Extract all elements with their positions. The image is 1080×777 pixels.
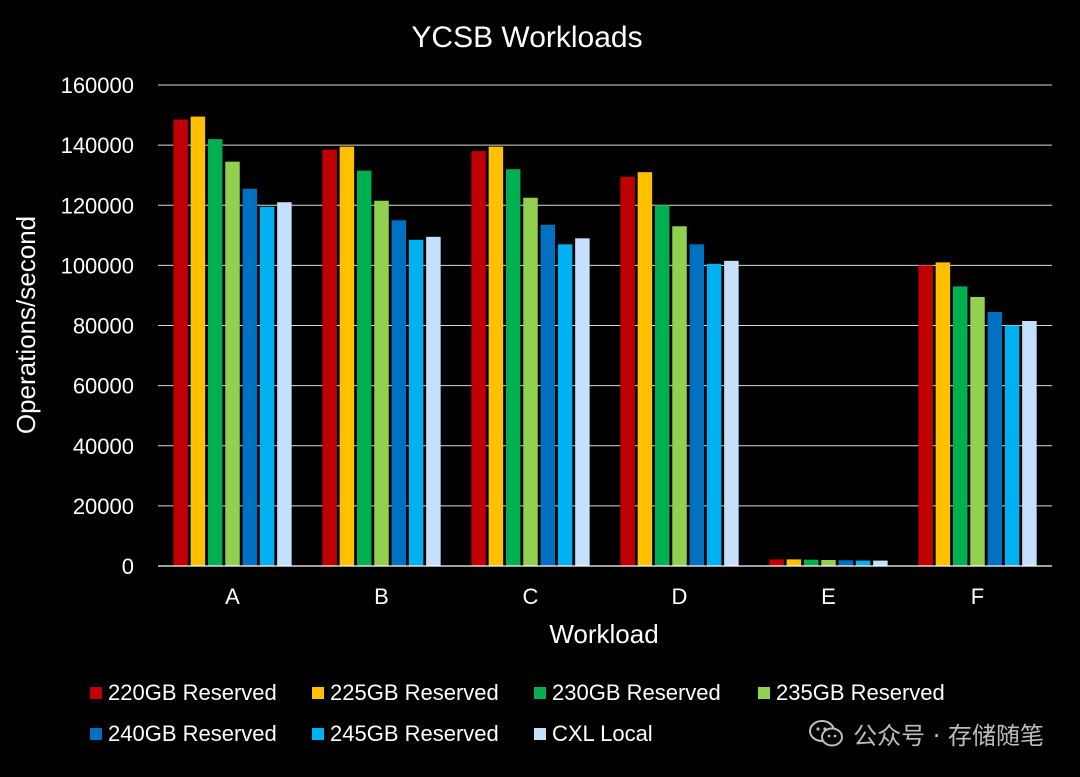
bar — [654, 205, 670, 566]
legend-swatch — [534, 728, 546, 740]
bar — [471, 151, 486, 566]
bar — [620, 176, 635, 567]
x-axis-label: Workload — [549, 619, 658, 649]
y-tick-label: 120000 — [61, 193, 134, 218]
gridlines — [158, 84, 1052, 507]
bar — [821, 559, 836, 566]
x-tick-label: D — [672, 584, 688, 609]
y-tick-label: 140000 — [61, 133, 134, 158]
y-tick-label: 160000 — [61, 73, 134, 98]
legend-item: 245GB Reserved — [312, 721, 499, 747]
legend-label: 245GB Reserved — [330, 721, 499, 746]
bar — [1022, 320, 1037, 566]
legend-item: 230GB Reserved — [534, 680, 721, 706]
bar — [339, 146, 355, 567]
bar — [803, 559, 819, 566]
bar — [689, 244, 705, 567]
y-tick-label: 100000 — [61, 253, 134, 278]
bar — [706, 263, 722, 566]
bar — [207, 139, 223, 567]
bar — [173, 119, 188, 567]
legend-item: CXL Local — [534, 721, 653, 747]
bar — [918, 265, 933, 566]
bar — [786, 559, 802, 566]
bar — [259, 206, 275, 567]
bar — [426, 236, 441, 567]
y-tick-label: 80000 — [73, 314, 134, 339]
bar — [356, 170, 372, 566]
bar — [935, 262, 951, 566]
bar — [838, 560, 854, 566]
bar — [408, 239, 424, 566]
legend-swatch — [534, 687, 546, 699]
bar — [952, 286, 968, 566]
bar — [557, 244, 573, 567]
chart-title: YCSB Workloads — [411, 21, 642, 54]
bar — [855, 560, 871, 566]
y-tick-label: 0 — [122, 554, 134, 579]
bar — [873, 560, 888, 566]
legend-label: CXL Local — [552, 721, 653, 746]
x-tick-label: A — [225, 584, 240, 609]
x-tick-label: C — [523, 584, 539, 609]
y-tick-label: 60000 — [73, 374, 134, 399]
bar — [505, 169, 521, 567]
bar — [970, 296, 985, 566]
legend-swatch — [312, 687, 324, 699]
legend-item: 220GB Reserved — [90, 680, 277, 706]
legend-item: 225GB Reserved — [312, 680, 499, 706]
bar — [374, 200, 389, 566]
bar — [724, 260, 739, 566]
bar — [190, 116, 206, 567]
bar — [540, 224, 556, 566]
legend-label: 220GB Reserved — [108, 680, 277, 705]
x-axis-ticks: A B C D E F — [225, 584, 984, 609]
bar — [987, 311, 1003, 566]
bar — [277, 202, 292, 566]
legend-swatch — [90, 687, 102, 699]
bars — [173, 116, 1037, 567]
y-axis-ticks: 0 20000 40000 60000 80000 100000 120000 140000 1… — [61, 73, 134, 579]
bar — [637, 172, 653, 566]
y-axis-label: Operations/second — [11, 216, 41, 434]
x-tick-label: E — [821, 584, 836, 609]
legend-item: 240GB Reserved — [90, 721, 277, 747]
bar — [242, 188, 258, 566]
bar — [225, 161, 240, 567]
bar — [391, 220, 407, 566]
x-tick-label: B — [374, 584, 389, 609]
legend-swatch — [90, 728, 102, 740]
y-tick-label: 20000 — [73, 494, 134, 519]
bar — [322, 149, 337, 566]
legend-swatch — [758, 687, 770, 699]
watermark: 公众号 · 存储随笔 — [809, 716, 1044, 751]
legend-item: 235GB Reserved — [758, 680, 945, 706]
x-tick-label: F — [971, 584, 984, 609]
legend-swatch — [312, 728, 324, 740]
bar — [575, 238, 590, 566]
watermark-text: 公众号 · 存储随笔 — [853, 722, 1044, 750]
y-tick-label: 40000 — [73, 434, 134, 459]
legend-label: 225GB Reserved — [330, 680, 499, 705]
bar — [488, 146, 504, 567]
bar — [523, 197, 538, 566]
bar — [1004, 325, 1020, 566]
legend-label: 240GB Reserved — [108, 721, 277, 746]
legend-label: 230GB Reserved — [552, 680, 721, 705]
legend-label: 235GB Reserved — [776, 680, 945, 705]
bar — [769, 559, 784, 566]
bar — [672, 226, 687, 566]
wechat-icon — [809, 719, 844, 748]
